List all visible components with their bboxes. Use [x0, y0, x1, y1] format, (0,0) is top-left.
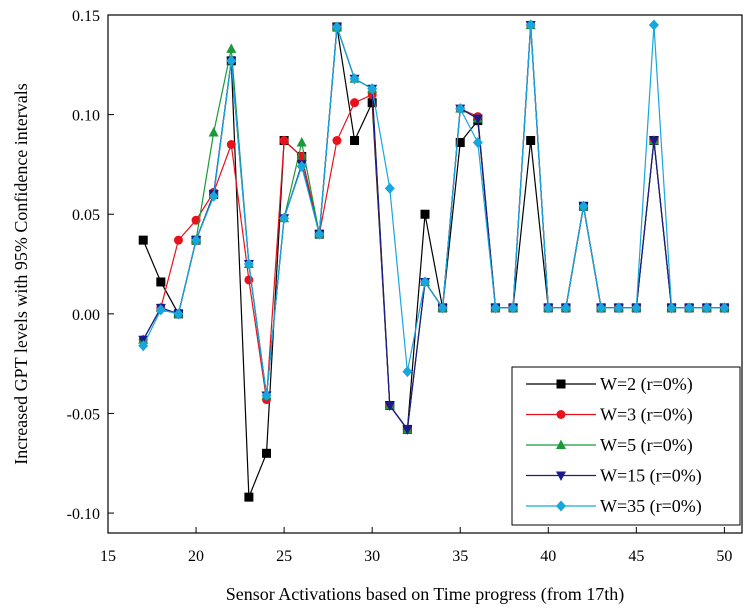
data-point — [701, 302, 712, 314]
y-tick-label: -0.05 — [67, 406, 100, 423]
data-point — [191, 234, 202, 246]
x-tick-label: 35 — [452, 548, 468, 565]
data-point — [420, 209, 430, 219]
data-point — [314, 228, 325, 240]
axis-ticks: 15 20 25 30 35 40 45 50 -0.10 -0.05 0.00 0.05 0.10 0.… — [67, 8, 733, 565]
data-point — [261, 390, 272, 402]
legend-item: W=3 (r=0%) — [526, 405, 693, 426]
legend-marker — [556, 471, 566, 481]
legend-marker — [556, 439, 566, 449]
x-tick-label: 20 — [188, 548, 204, 565]
data-point — [173, 235, 183, 245]
data-point — [296, 137, 307, 147]
data-point — [648, 19, 659, 31]
legend-box — [511, 366, 741, 526]
y-tick-label: 0.05 — [72, 207, 100, 224]
y-tick-label: 0.10 — [72, 108, 100, 125]
data-point — [296, 160, 307, 172]
data-point — [138, 340, 149, 352]
legend: W=2 (r=0%) W=3 (r=0%) W=5 (r=0%) W=15 (r=0%… — [511, 366, 741, 526]
legend-label: W=2 (r=0%) — [600, 374, 693, 395]
data-point — [526, 136, 536, 146]
data-point — [350, 136, 360, 146]
data-point — [525, 19, 536, 31]
y-tick-label: -0.10 — [67, 506, 100, 523]
data-point — [226, 140, 236, 149]
x-tick-label: 30 — [364, 548, 380, 565]
data-point — [349, 73, 360, 85]
legend-label: W=15 (r=0%) — [600, 466, 702, 487]
x-tick-label: 25 — [276, 548, 292, 565]
legend-item: W=5 (r=0%) — [526, 435, 693, 456]
legend-label: W=3 (r=0%) — [600, 405, 693, 426]
series-line — [142, 24, 725, 396]
legend-item: W=15 (r=0%) — [526, 466, 702, 487]
data-point — [648, 136, 659, 147]
data-point — [613, 302, 624, 314]
data-point — [455, 103, 466, 115]
x-tick-label: 15 — [100, 548, 116, 565]
data-point — [279, 136, 289, 146]
legend-label: W=35 (r=0%) — [600, 496, 702, 517]
plot-frame — [107, 14, 743, 534]
y-axis-label: Increased GPT levels with 95% Confidence… — [11, 83, 31, 465]
legend-item: W=2 (r=0%) — [526, 374, 693, 395]
data-point — [367, 83, 378, 95]
data-point — [262, 448, 271, 458]
data-point — [208, 127, 219, 137]
series-group — [138, 19, 730, 502]
data-point — [684, 302, 695, 314]
data-point — [437, 302, 448, 314]
x-tick-label: 45 — [628, 548, 644, 565]
data-point — [332, 136, 342, 146]
data-point — [155, 304, 166, 316]
data-point — [631, 302, 642, 314]
data-point — [226, 55, 237, 67]
data-point — [226, 43, 237, 53]
data-point — [490, 302, 501, 314]
x-tick-label: 50 — [716, 548, 732, 565]
data-point — [402, 425, 413, 435]
y-tick-label: 0.00 — [72, 307, 100, 324]
x-tick-label: 40 — [540, 548, 556, 565]
data-point — [173, 308, 184, 320]
data-point — [455, 138, 465, 148]
data-point — [156, 277, 166, 287]
x-axis-label: Sensor Activations based on Time progres… — [226, 584, 624, 605]
data-point — [243, 258, 254, 270]
data-point — [578, 200, 589, 212]
data-point — [472, 137, 483, 149]
legend-label: W=5 (r=0%) — [600, 435, 693, 456]
data-point — [666, 302, 677, 314]
data-point — [719, 302, 730, 314]
series-5 — [138, 19, 730, 402]
data-point — [596, 302, 607, 314]
data-point — [560, 302, 571, 314]
legend-item: W=35 (r=0%) — [526, 496, 702, 517]
data-point — [279, 212, 290, 224]
data-point — [350, 98, 360, 108]
data-point — [402, 366, 413, 378]
data-point — [508, 302, 519, 314]
data-point — [138, 235, 148, 245]
data-point — [244, 492, 254, 502]
data-point — [384, 401, 395, 411]
y-tick-label: 0.15 — [72, 8, 100, 25]
plot-area-border — [107, 14, 743, 534]
data-point — [384, 182, 395, 194]
legend-marker — [556, 410, 566, 419]
data-point — [191, 215, 201, 225]
data-point — [208, 190, 219, 202]
legend-marker — [556, 500, 566, 512]
data-point — [331, 21, 342, 33]
data-point — [472, 114, 483, 125]
data-point — [420, 276, 430, 288]
data-point — [543, 302, 554, 314]
legend-marker — [556, 379, 566, 389]
